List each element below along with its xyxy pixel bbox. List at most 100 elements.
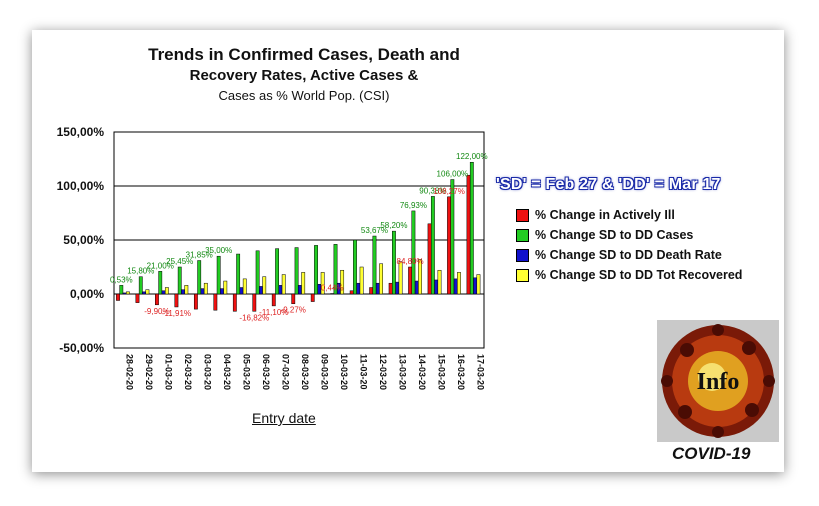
- data-label: 53,67%: [361, 226, 388, 235]
- bar: [476, 274, 481, 295]
- bar: [255, 250, 260, 295]
- y-tick-label: 0,00%: [70, 287, 104, 301]
- data-label: 31,85%: [186, 251, 213, 260]
- data-label: 90,38%: [419, 186, 446, 195]
- bar: [340, 269, 345, 295]
- covid-info-logo: Info: [657, 320, 779, 442]
- x-tick-label: 16-03-20: [456, 354, 466, 390]
- x-tick-label: 07-03-20: [281, 354, 291, 390]
- bar: [411, 210, 416, 295]
- data-label: -16,82%: [239, 313, 269, 322]
- bar: [434, 279, 439, 295]
- x-tick-label: 08-03-20: [300, 354, 310, 390]
- bar: [473, 277, 478, 295]
- bar: [232, 293, 237, 312]
- bar: [164, 287, 169, 295]
- bar: [278, 285, 283, 295]
- y-tick-label: -50,00%: [59, 341, 104, 355]
- virus-icon: Info: [661, 324, 775, 438]
- data-label: 25,45%: [166, 257, 193, 266]
- bar: [200, 288, 205, 295]
- bar: [372, 235, 377, 295]
- chart-legend: % Change in Actively Ill % Change SD to D…: [516, 205, 742, 285]
- bar: [369, 287, 374, 295]
- bar: [236, 253, 241, 295]
- data-label: 106,00%: [437, 170, 469, 179]
- bar: [259, 286, 263, 295]
- bar: [220, 288, 224, 295]
- bar: [310, 293, 315, 302]
- bar: [275, 248, 279, 295]
- bar: [262, 276, 267, 295]
- y-tick-label: 150,00%: [57, 125, 105, 139]
- bar: [408, 266, 413, 295]
- x-axis-title: Entry date: [252, 410, 316, 426]
- bar: [469, 161, 474, 295]
- x-tick-label: 04-03-20: [222, 354, 232, 390]
- data-label: 108,27%: [433, 187, 465, 196]
- chart-frame: Trends in Confirmed Cases, Death and Rec…: [32, 30, 784, 472]
- bar: [142, 291, 146, 295]
- data-label: 35,00%: [205, 246, 232, 255]
- x-tick-label: 10-03-20: [339, 354, 349, 390]
- bar: [184, 285, 189, 295]
- x-tick-label: 13-03-20: [397, 354, 407, 390]
- bar: [466, 174, 471, 295]
- legend-swatch: [516, 208, 529, 222]
- bar: [181, 289, 185, 295]
- x-tick-label: 12-03-20: [378, 354, 388, 390]
- bar: [122, 292, 127, 295]
- data-label: 0,53%: [110, 275, 133, 284]
- x-tick-label: 17-03-20: [475, 354, 485, 390]
- data-label: -11,10%: [259, 308, 288, 317]
- data-label: 21,00%: [147, 261, 174, 270]
- bar: [161, 290, 166, 295]
- legend-item: % Change SD to DD Death Rate: [516, 245, 742, 265]
- bar: [430, 196, 435, 295]
- legend-label: % Change in Actively Ill: [535, 208, 675, 222]
- bar: [145, 289, 150, 295]
- legend-swatch: [516, 228, 529, 242]
- x-tick-label: 02-03-20: [183, 354, 193, 390]
- bar: [297, 285, 302, 295]
- bar: [213, 293, 218, 311]
- data-label: 122,00%: [456, 152, 488, 161]
- x-tick-label: 01-03-20: [164, 354, 174, 390]
- sd-dd-banner: 'SD' = Feb 27 & 'DD' = Mar 17: [496, 176, 721, 193]
- title-line-1: Trends in Confirmed Cases, Death and: [148, 45, 460, 64]
- bar: [375, 282, 380, 295]
- title-line-3: Cases as % World Pop. (CSI): [218, 88, 390, 103]
- bar: [333, 244, 338, 295]
- title-line-2: Recovery Rates, Active Cases &: [189, 67, 419, 84]
- bar: [301, 272, 306, 295]
- data-label: 84,80%: [397, 257, 424, 266]
- x-tick-label: 06-03-20: [261, 354, 271, 390]
- legend-label: % Change SD to DD Cases: [535, 228, 694, 242]
- bar: [239, 287, 244, 295]
- bar: [356, 282, 361, 295]
- x-tick-label: 05-03-20: [242, 354, 252, 390]
- bar: [388, 282, 393, 295]
- bar: [395, 281, 400, 295]
- bar: [252, 293, 257, 312]
- bar: [450, 179, 455, 295]
- bar: [379, 263, 383, 295]
- bar: [177, 266, 182, 295]
- bar: [437, 269, 442, 295]
- x-tick-label: 29-02-20: [144, 354, 154, 390]
- data-label: 0,44%: [321, 284, 344, 293]
- bar: [314, 245, 318, 295]
- bar: [271, 293, 276, 307]
- y-tick-label: 100,00%: [57, 179, 105, 193]
- bar: [398, 261, 403, 295]
- bar: [349, 290, 354, 295]
- legend-label: % Change SD to DD Death Rate: [535, 248, 722, 262]
- bar: [116, 293, 120, 301]
- bar: [135, 293, 140, 303]
- y-tick-label: 50,00%: [63, 233, 104, 247]
- bar: [457, 272, 461, 295]
- legend-item: % Change SD to DD Tot Recovered: [516, 265, 742, 285]
- bar: [447, 196, 451, 295]
- legend-swatch: [516, 248, 529, 262]
- x-tick-label: 03-03-20: [203, 354, 213, 390]
